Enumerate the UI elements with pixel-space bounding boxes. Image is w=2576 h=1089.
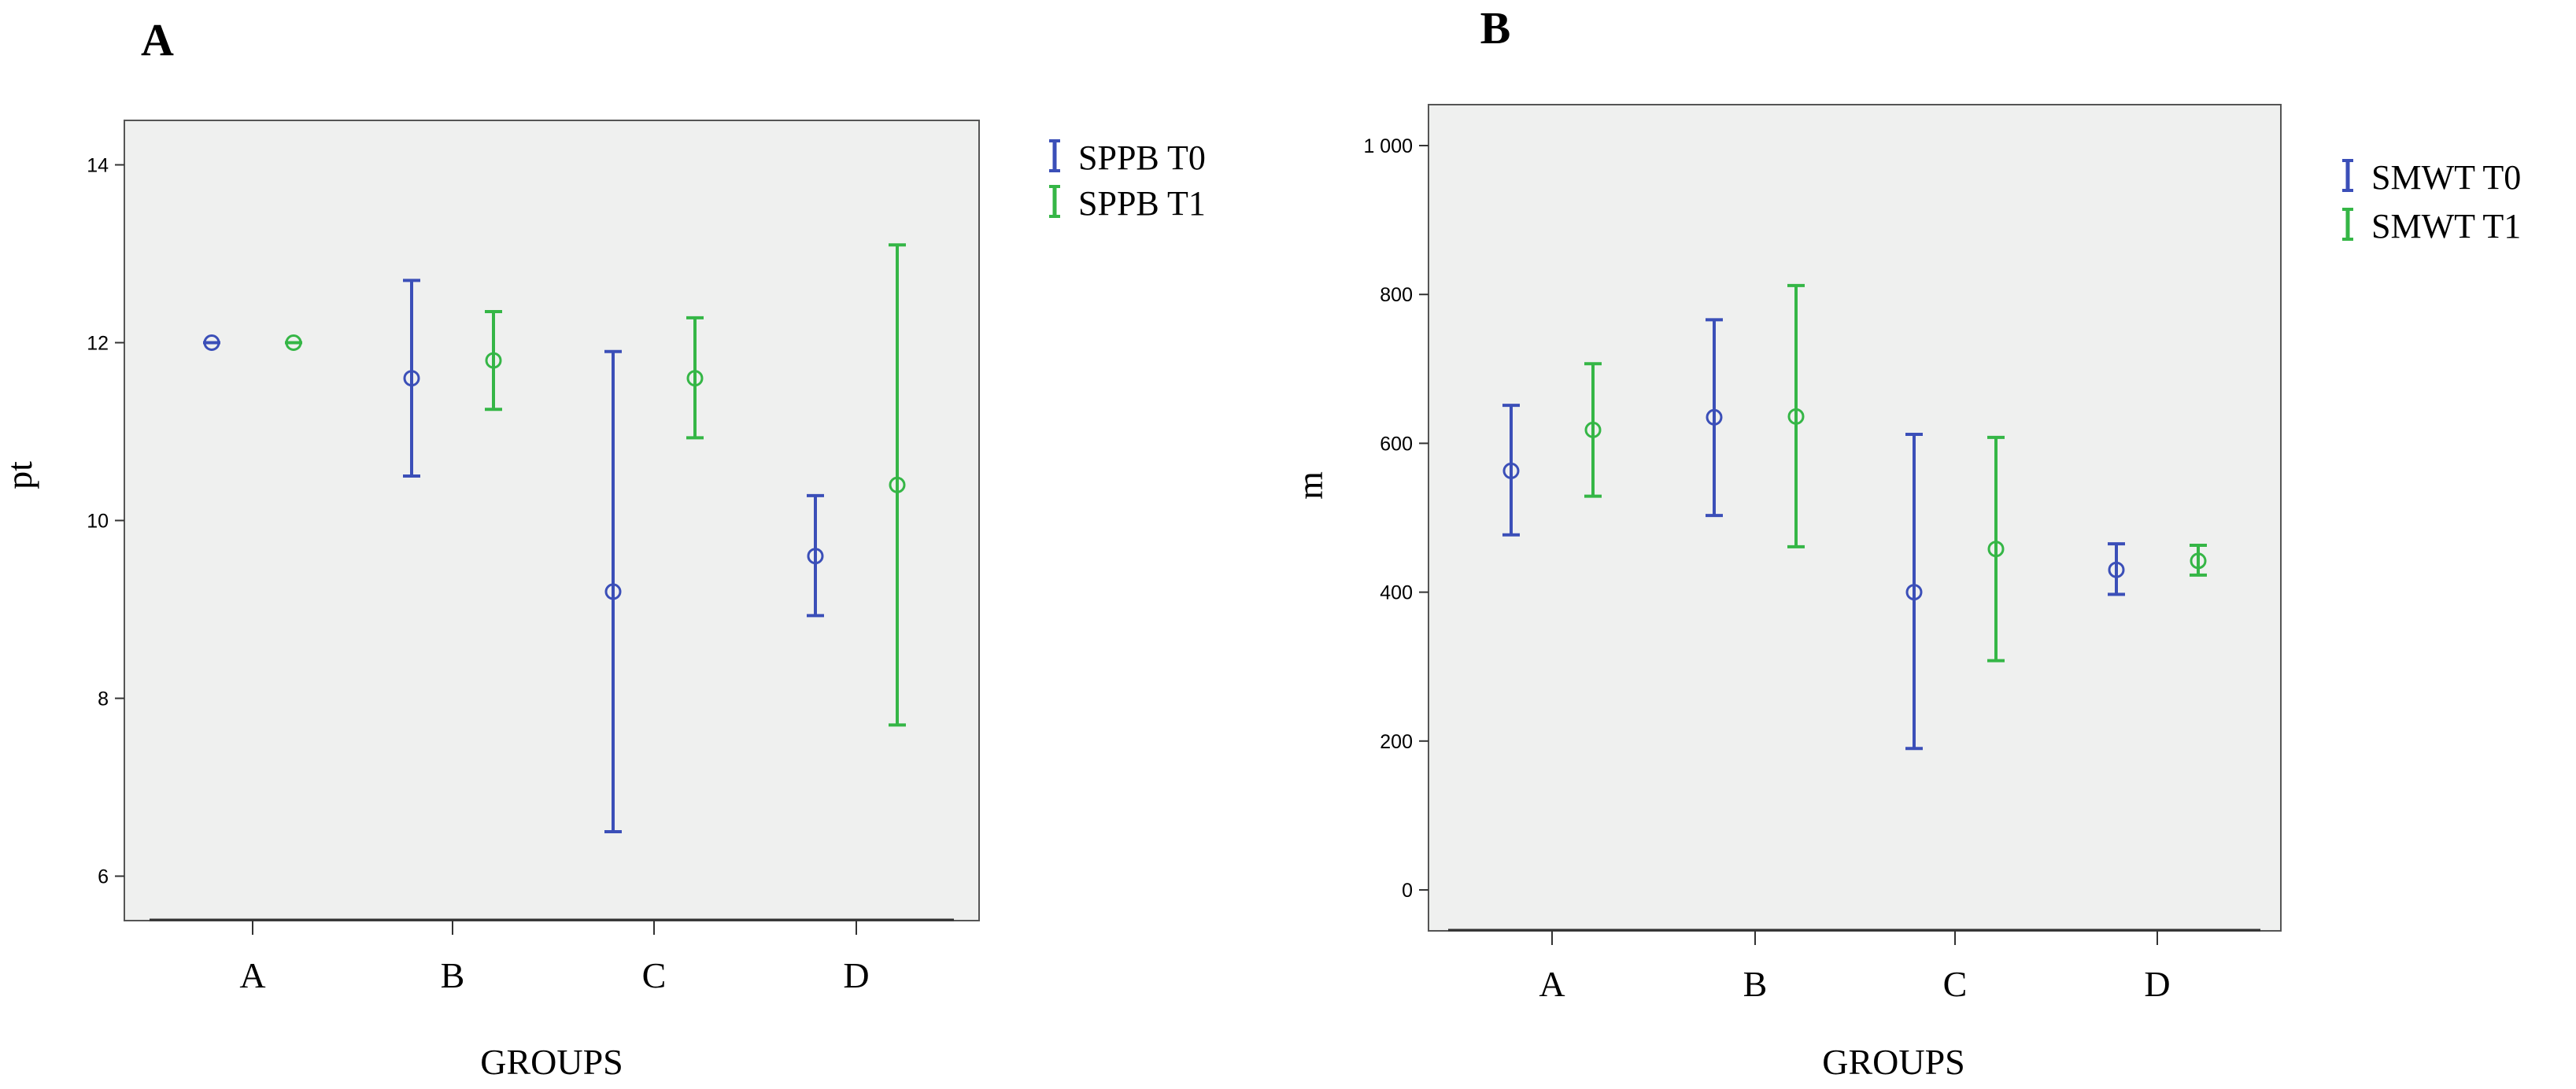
mean-point [285,334,302,351]
mean-point [203,334,220,351]
x-axis-title: GROUPS [480,1042,623,1082]
y-tick-label: 400 [1380,582,1413,604]
x-tick-label: D [2144,964,2170,1004]
mean-point [2108,561,2125,578]
mean-point [485,352,502,369]
mean-point [686,370,704,387]
y-axis-title: m [1290,471,1330,500]
series-sppb-t1 [285,243,906,727]
legend-label: SMWT T1 [2371,207,2521,245]
plot-area [124,120,980,921]
mean-point [807,548,824,565]
y-tick-label: 800 [1380,284,1413,306]
x-tick-label: C [1943,964,1968,1004]
x-tick-label: A [1539,964,1565,1004]
series-smwt-t1 [1584,283,2207,663]
x-tick-label: D [843,955,869,995]
y-tick-label: 0 [1402,880,1413,902]
series-sppb-t0 [203,279,824,833]
legend-label: SMWT T0 [2371,158,2521,197]
mean-point [1706,408,1723,426]
x-tick-label: B [1743,964,1768,1004]
mean-point [403,370,420,387]
series-smwt-t0 [1502,318,2125,751]
panel-letter: A [141,14,174,65]
mean-point [2190,552,2207,570]
legend-label: SPPB T1 [1078,184,1206,223]
legend-label: SPPB T0 [1078,138,1206,177]
x-tick-label: C [642,955,667,995]
x-tick-label: B [441,955,465,995]
y-tick-label: 12 [87,333,109,355]
y-tick-label: 1 000 [1363,135,1413,157]
y-axis-title: pt [0,461,39,489]
chart-panel-a: A 6 8 10 12 14 A B C D GROUPS pt SPPB T0 SPPB T1 [0,14,1206,1082]
mean-point [1502,462,1520,479]
y-tick-label: 600 [1380,433,1413,455]
panel-letter: B [1480,2,1511,54]
legend: SPPB T0 SPPB T1 [1049,138,1206,223]
mean-point [1584,421,1602,438]
mean-point [604,583,622,600]
y-tick-label: 10 [87,511,109,533]
y-tick-label: 8 [98,688,109,711]
mean-point [1787,408,1805,425]
y-tick-label: 14 [87,155,109,177]
mean-point [1905,584,1923,601]
mean-point [889,476,906,493]
plot-area [1428,104,2282,932]
y-tick-label: 6 [98,866,109,888]
legend: SMWT T0 SMWT T1 [2342,158,2521,245]
mean-point [1987,541,2005,558]
x-tick-label: A [239,955,265,995]
y-tick-label: 200 [1380,731,1413,753]
x-axis-title: GROUPS [1822,1042,1965,1082]
